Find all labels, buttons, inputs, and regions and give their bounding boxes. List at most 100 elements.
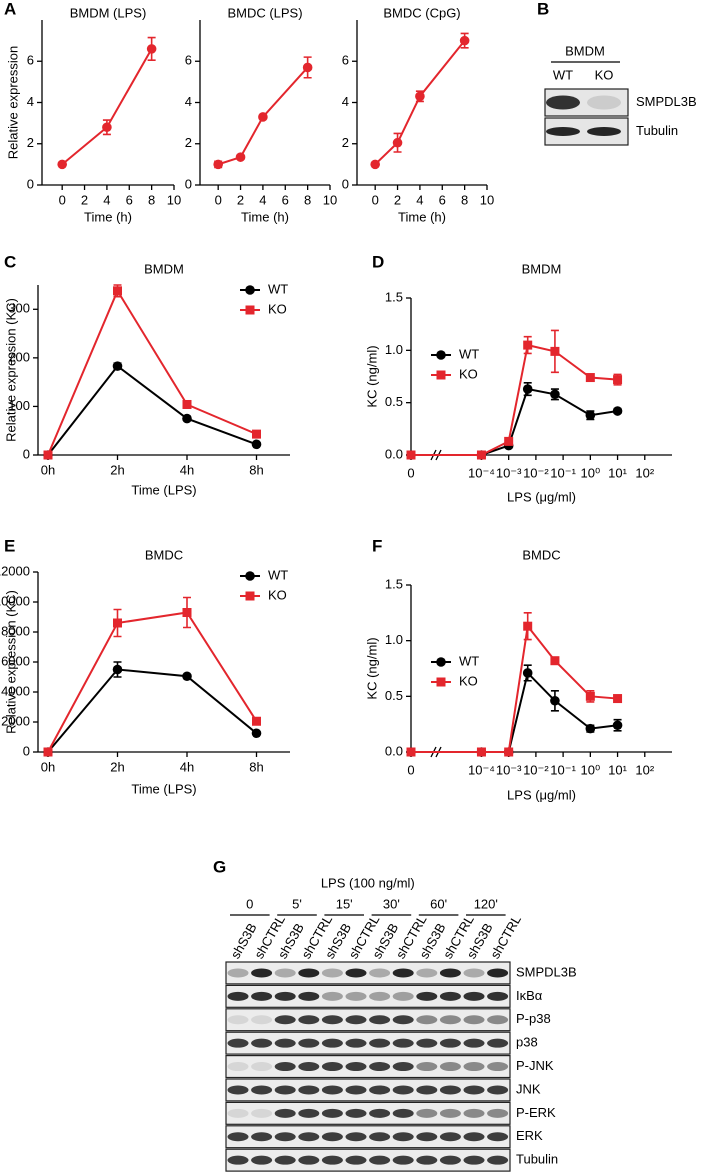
data-point [370,159,380,170]
blot-band [392,968,414,978]
blot-band [321,1015,343,1025]
legend-label: WT [459,346,479,361]
y-tick-label: 0.5 [385,688,403,703]
data-point [504,747,514,757]
blot-row [225,961,511,985]
time-label: 30' [383,896,400,911]
blot-band [392,1085,414,1095]
data-point [415,91,425,102]
blot-band [251,1085,273,1095]
row-label: SMPDL3B [516,964,577,979]
data-point [476,747,486,757]
blot-band [439,968,461,978]
y-tick-label: 2 [342,135,349,150]
blot-band [321,991,343,1001]
blot-band [251,991,273,1001]
blot-band [345,1015,367,1025]
legend-marker [436,677,446,687]
blot-band [251,1108,273,1118]
series-line [61,48,153,166]
data-point [612,720,623,731]
series-line [411,343,618,456]
blot-band [463,991,485,1001]
legend-label: WT [268,281,288,296]
x-tick-label: 10⁻¹ [550,762,576,777]
y-axis-label: KC (ng/ml) [364,637,379,699]
blot-band [298,968,320,978]
series-line [47,364,257,456]
data-point [251,439,262,450]
blot-band [345,1038,367,1048]
legend-marker [245,305,255,315]
row-label: JNK [516,1081,541,1096]
blot-band [227,968,249,978]
blot-band [439,1038,461,1048]
x-tick-label: 10⁻⁴ [468,762,495,777]
blot-band [439,991,461,1001]
row-label: Tubulin [516,1152,558,1167]
time-label: 60' [430,896,447,911]
blot-band [546,127,580,136]
blot-band [345,1062,367,1072]
y-tick-label: 0 [342,176,349,191]
blot-band [439,1155,461,1165]
x-tick-label: 8h [249,462,263,477]
x-tick-label: 10¹ [608,762,627,777]
treatment-label: LPS (100 ng/ml) [321,875,415,890]
x-axis-label: Time (h) [241,209,289,224]
panel-letter: B [537,0,549,18]
data-point [585,410,596,421]
x-tick-label: 10¹ [608,465,627,480]
y-axis-label: Relative expression (KC) [3,298,18,442]
blot-band [463,1015,485,1025]
x-tick-label: 0 [215,192,222,207]
x-tick-label: 10⁻⁴ [468,465,495,480]
series-line [47,288,257,456]
blot-band [487,1062,509,1072]
blot-band [369,1038,391,1048]
row-label: P-JNK [516,1058,554,1073]
row-label: ERK [516,1128,543,1143]
x-tick-label: 4 [103,192,110,207]
blot-band [416,1038,438,1048]
y-tick-label: 1.5 [385,289,403,304]
legend-marker [436,657,446,667]
panel-letter: A [4,0,16,18]
x-axis-label: LPS (μg/ml) [507,489,576,504]
blot-band [298,991,320,1001]
blot-band [369,1062,391,1072]
blot-band [416,968,438,978]
legend-label: KO [459,366,478,381]
data-point [112,361,123,371]
y-tick-label: 300 [8,301,30,316]
blot-band [274,1155,296,1165]
data-point [102,122,112,133]
x-tick-label: 10² [635,762,654,777]
blot-band [227,991,249,1001]
blot-band [321,1038,343,1048]
x-tick-label: 10⁻² [523,762,549,777]
blot-row [225,1078,511,1102]
blot-band [416,1155,438,1165]
blot-band [416,991,438,1001]
y-tick-label: 0 [27,176,34,191]
y-tick-label: 6 [342,53,349,68]
series-line [47,611,258,753]
data-point [252,716,261,726]
data-point [523,621,533,631]
blot-band [298,1038,320,1048]
y-tick-label: 6000 [1,653,30,668]
x-tick-label: 0 [407,762,414,777]
y-tick-label: 12000 [0,563,30,578]
blot-band [227,1062,249,1072]
y-tick-label: 1.5 [385,576,403,591]
blot-band [345,1132,367,1142]
data-point [182,608,192,617]
legend-marker [245,285,255,295]
data-point [392,137,403,148]
blot-row [225,1008,511,1032]
data-point [459,35,470,46]
x-tick-label: 4h [180,759,194,774]
x-tick-label: 6 [282,192,289,207]
blot-band [369,1015,391,1025]
